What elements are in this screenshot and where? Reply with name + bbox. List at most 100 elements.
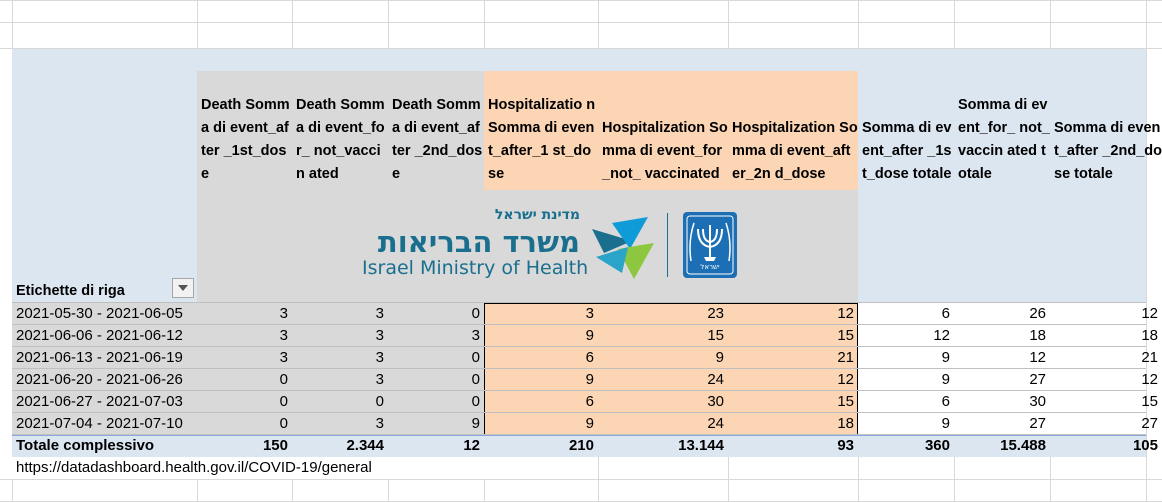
row-filter-button[interactable]: [172, 278, 194, 298]
data-cell[interactable]: 9: [715, 349, 724, 366]
data-cell[interactable]: 9: [585, 371, 594, 388]
row-label[interactable]: 2021-07-04 - 2021-07-10: [16, 415, 183, 432]
data-cell[interactable]: 23: [707, 305, 724, 322]
total-label[interactable]: Totale complessivo: [16, 437, 155, 454]
data-cell[interactable]: 9: [941, 415, 950, 432]
data-cell[interactable]: 0: [471, 305, 480, 322]
column-header[interactable]: Death Somma di event_for_ not_vaccin ate…: [296, 97, 385, 182]
data-cell[interactable]: 12: [933, 327, 950, 344]
gridline: [1146, 0, 1147, 502]
data-cell[interactable]: 12: [1141, 371, 1158, 388]
column-header[interactable]: Somma di event_after _2nd_dose totale: [1054, 120, 1162, 182]
column-header[interactable]: Somma di event_for_ not_vaccin ated tota…: [958, 97, 1050, 182]
data-cell[interactable]: 21: [1141, 349, 1158, 366]
total-cell[interactable]: 150: [262, 437, 288, 454]
row-label[interactable]: 2021-06-13 - 2021-06-19: [16, 349, 183, 366]
data-cell[interactable]: 15: [1141, 393, 1158, 410]
row-divider: [12, 412, 1146, 413]
data-cell[interactable]: 0: [471, 371, 480, 388]
row-label[interactable]: 2021-06-20 - 2021-06-26: [16, 371, 183, 388]
total-cell[interactable]: 360: [924, 437, 950, 454]
data-cell[interactable]: 12: [837, 371, 854, 388]
data-cell[interactable]: 6: [941, 305, 950, 322]
chevron-down-icon: [178, 285, 188, 291]
logo-divider: [667, 213, 668, 277]
data-cell[interactable]: 12: [1141, 305, 1158, 322]
data-cell[interactable]: 18: [1029, 327, 1046, 344]
data-cell[interactable]: 6: [585, 393, 594, 410]
data-cell[interactable]: 3: [279, 305, 288, 322]
data-cell[interactable]: 3: [375, 415, 384, 432]
data-cell[interactable]: 27: [1141, 415, 1158, 432]
row-divider: [12, 346, 1146, 347]
data-cell[interactable]: 3: [279, 349, 288, 366]
total-cell[interactable]: 13.144: [678, 437, 724, 454]
menorah-emblem-icon: [683, 212, 737, 278]
data-cell[interactable]: 24: [707, 415, 724, 432]
data-cell[interactable]: 3: [279, 327, 288, 344]
data-cell[interactable]: 15: [837, 393, 854, 410]
data-cell[interactable]: 9: [941, 349, 950, 366]
gridline: [0, 0, 1162, 1]
data-cell[interactable]: 3: [375, 305, 384, 322]
logo-hebrew-small: מדינת ישראל: [494, 207, 580, 223]
data-cell[interactable]: 9: [941, 371, 950, 388]
total-cell[interactable]: 2.344: [346, 437, 384, 454]
data-cell[interactable]: 15: [707, 327, 724, 344]
data-cell[interactable]: 27: [1029, 415, 1046, 432]
data-cell[interactable]: 30: [707, 393, 724, 410]
data-cell[interactable]: 6: [941, 393, 950, 410]
data-cell[interactable]: 12: [1029, 349, 1046, 366]
data-cell[interactable]: 27: [1029, 371, 1046, 388]
data-cell[interactable]: 18: [837, 415, 854, 432]
data-cell[interactable]: 0: [279, 371, 288, 388]
data-cell[interactable]: 9: [471, 415, 480, 432]
data-cell[interactable]: 3: [471, 327, 480, 344]
data-cell[interactable]: 3: [585, 305, 594, 322]
row-label[interactable]: 2021-06-06 - 2021-06-12: [16, 327, 183, 344]
data-cell[interactable]: 9: [585, 415, 594, 432]
hospital-data-block: [484, 303, 858, 435]
emblem-text: ישראל: [700, 263, 720, 271]
data-cell[interactable]: 15: [837, 327, 854, 344]
data-cell[interactable]: 3: [375, 371, 384, 388]
data-cell[interactable]: 9: [585, 327, 594, 344]
data-cell[interactable]: 30: [1029, 393, 1046, 410]
column-header[interactable]: Hospitalizatio n Somma di event_after_1 …: [488, 97, 600, 182]
total-cell[interactable]: 210: [568, 437, 594, 454]
column-header[interactable]: Hospitalization Somma di event_after_2n …: [732, 120, 858, 182]
data-cell[interactable]: 12: [837, 305, 854, 322]
data-cell[interactable]: 6: [585, 349, 594, 366]
column-header[interactable]: Death Somma di event_after _1st_dose: [201, 97, 290, 182]
row-labels-fill: [12, 303, 197, 435]
row-label-header[interactable]: Etichette di riga: [16, 283, 125, 299]
data-cell[interactable]: 3: [375, 327, 384, 344]
column-header[interactable]: Death Somma di event_after _2nd_dose: [392, 97, 483, 182]
ministry-logo: מדינת ישראל משרד הבריאות Israel Ministry…: [360, 205, 760, 290]
total-cell[interactable]: 15.488: [1000, 437, 1046, 454]
hospital-header-fill: [484, 71, 858, 190]
data-cell[interactable]: 26: [1029, 305, 1046, 322]
row-label[interactable]: 2021-05-30 - 2021-06-05: [16, 305, 183, 322]
star-swoosh-icon: [592, 217, 654, 279]
data-cell[interactable]: 0: [375, 393, 384, 410]
column-header[interactable]: Hospitalization Somma di event_for_not_ …: [602, 120, 728, 182]
death-columns-fill: [197, 71, 484, 435]
data-cell[interactable]: 0: [279, 393, 288, 410]
data-cell[interactable]: 0: [471, 349, 480, 366]
column-header[interactable]: Somma di event_after _1st_dose totale: [862, 120, 952, 182]
total-cell[interactable]: 93: [837, 437, 854, 454]
data-cell[interactable]: 18: [1141, 327, 1158, 344]
data-cell[interactable]: 0: [471, 393, 480, 410]
row-divider: [12, 434, 1146, 435]
total-cell[interactable]: 105: [1132, 437, 1158, 454]
data-cell[interactable]: 21: [837, 349, 854, 366]
total-cell[interactable]: 12: [463, 437, 480, 454]
data-cell[interactable]: 3: [375, 349, 384, 366]
data-cell[interactable]: 0: [279, 415, 288, 432]
gridline: [0, 48, 1162, 49]
row-label[interactable]: 2021-06-27 - 2021-07-03: [16, 393, 183, 410]
source-url[interactable]: https://datadashboard.health.gov.il/COVI…: [12, 457, 512, 479]
data-cell[interactable]: 24: [707, 371, 724, 388]
